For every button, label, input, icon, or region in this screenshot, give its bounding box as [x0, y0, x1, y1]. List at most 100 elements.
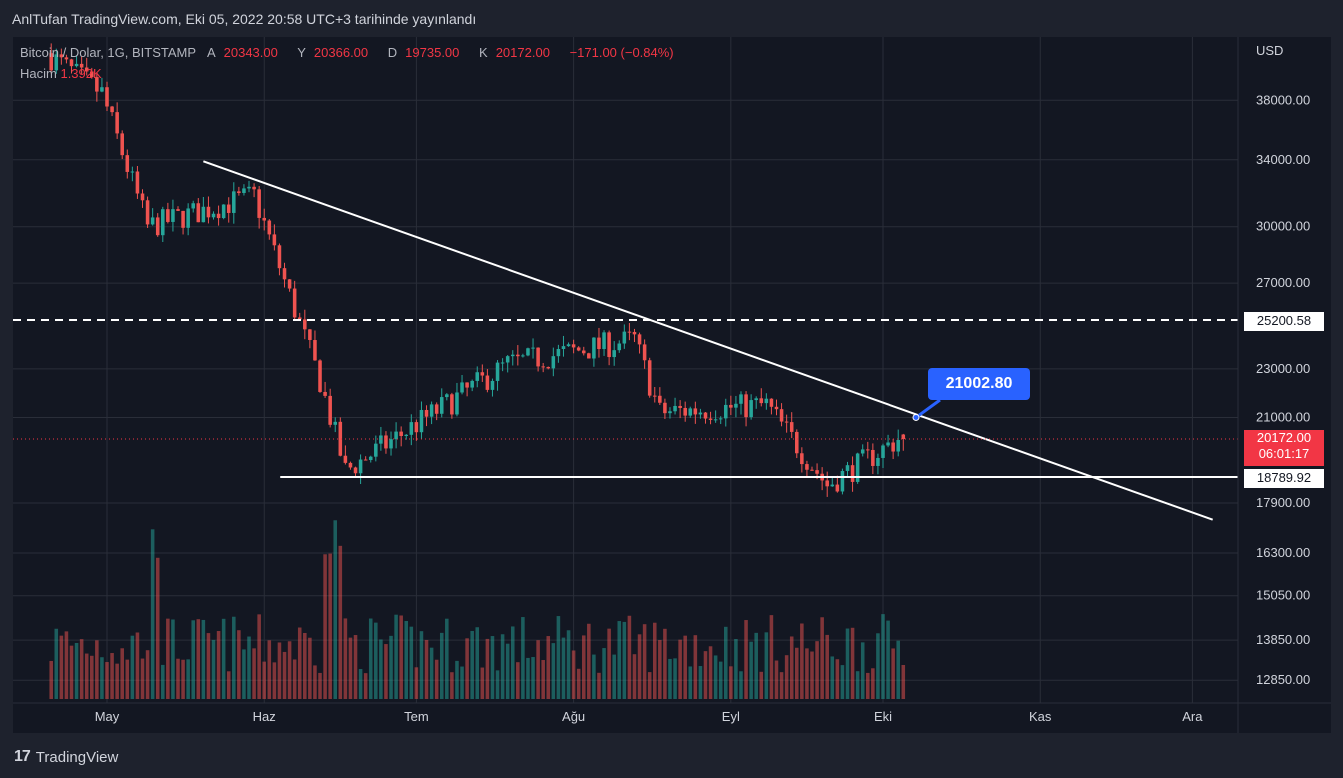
- volume-bar: [237, 630, 241, 699]
- legend-close-label: K: [479, 45, 488, 60]
- currency-label[interactable]: USD: [1256, 43, 1284, 58]
- time-tick-label: Kas: [1029, 709, 1052, 724]
- candle-body: [166, 209, 170, 222]
- legend-symbol[interactable]: Bitcoin / Dolar, 1G, BITSTAMP: [20, 45, 197, 60]
- volume-bar: [485, 638, 490, 699]
- volume-bar: [404, 620, 409, 699]
- candle-body: [759, 398, 764, 404]
- volume-bar: [749, 641, 753, 699]
- volume-bar: [95, 640, 99, 699]
- volume-bar: [297, 627, 302, 699]
- resistance-price-tag: 25200.58: [1244, 312, 1324, 331]
- candle-body: [627, 331, 632, 333]
- candle-body: [779, 409, 784, 422]
- volume-bar: [313, 665, 317, 699]
- candle-body: [186, 208, 190, 228]
- candle-body: [764, 398, 769, 404]
- volume-bar: [607, 628, 611, 699]
- price-axis: 38000.00 34000.00 30000.00 27000.00 23000.00…: [1237, 37, 1310, 733]
- candle-body: [252, 186, 256, 190]
- candle-body: [125, 155, 130, 172]
- price-tick-label: 38000.00: [1256, 92, 1310, 107]
- volume-legend: Hacim 1.392K: [20, 66, 102, 81]
- volume-bar: [384, 644, 388, 699]
- volume-bar: [100, 657, 104, 699]
- volume-bar: [784, 655, 789, 699]
- candle-body: [120, 133, 124, 156]
- candle-body: [860, 449, 865, 454]
- candle-body: [901, 434, 906, 440]
- volume-bar: [338, 545, 343, 699]
- volume-bar: [632, 654, 637, 699]
- candle-body: [64, 57, 69, 60]
- candle-body: [739, 394, 743, 404]
- volume-bar: [663, 628, 667, 699]
- time-tick-label: Ara: [1182, 709, 1203, 724]
- legend-open-label: A: [206, 45, 216, 60]
- volume-bar: [744, 620, 748, 699]
- candle-body: [155, 217, 160, 236]
- candle-body: [871, 449, 875, 466]
- candle-body: [795, 431, 799, 454]
- candle-body: [617, 343, 622, 351]
- candle-body: [698, 412, 703, 415]
- volume-bar: [287, 641, 292, 699]
- candle-body: [49, 53, 53, 71]
- candle-body: [69, 59, 74, 67]
- volume-bar: [90, 655, 94, 699]
- candle-body: [399, 431, 403, 436]
- candle-body: [561, 346, 566, 349]
- volume-bar: [896, 640, 900, 699]
- candle-body: [500, 362, 505, 364]
- price-callout[interactable]: 21002.80: [928, 368, 1030, 400]
- volume-bar: [414, 667, 419, 699]
- candle-body: [663, 402, 667, 414]
- volume-bar: [510, 626, 515, 699]
- candle-body: [171, 209, 175, 222]
- candle-body: [896, 440, 900, 452]
- volume-bar: [323, 554, 327, 699]
- volume-bar: [150, 529, 155, 699]
- candle-body: [333, 421, 338, 425]
- volume-bar: [652, 622, 657, 699]
- candle-body: [805, 464, 809, 470]
- volume-bar: [688, 666, 693, 699]
- price-tick-label: 15050.00: [1256, 588, 1310, 603]
- volume-bar: [267, 640, 272, 699]
- volume-series: [49, 520, 906, 699]
- candle-body: [866, 449, 870, 451]
- candle-body: [632, 331, 637, 335]
- volume-bar: [581, 635, 586, 699]
- volume-bar: [292, 659, 297, 699]
- volume-bar: [368, 618, 373, 699]
- candle-body: [262, 217, 267, 221]
- last-price-tag: 20172.00 06:01:17: [1244, 430, 1324, 466]
- candle-body: [323, 391, 327, 396]
- volume-bar: [110, 653, 114, 699]
- candle-body: [830, 484, 835, 487]
- volume-bar: [795, 647, 799, 699]
- candle-body: [379, 435, 383, 444]
- volume-bar: [566, 630, 571, 699]
- volume-bar: [571, 650, 576, 699]
- volume-bar: [825, 634, 829, 699]
- candle-body: [855, 453, 860, 482]
- candle-series: [49, 43, 906, 497]
- candle-body: [744, 394, 748, 418]
- volume-bar: [201, 619, 206, 699]
- volume-bar: [693, 635, 698, 699]
- candle-body: [206, 206, 211, 218]
- candle-body: [541, 366, 545, 368]
- candle-body: [429, 404, 434, 417]
- volume-bar: [353, 635, 358, 699]
- volume-bar: [125, 659, 130, 699]
- volume-bar: [171, 619, 175, 699]
- candle-body: [607, 332, 611, 358]
- candle-body: [840, 470, 845, 492]
- volume-bar: [216, 631, 221, 699]
- tradingview-logo[interactable]: 17 TradingView: [14, 748, 118, 766]
- trend-line: [203, 160, 1214, 521]
- candle-body: [505, 356, 510, 363]
- volume-bar: [779, 672, 784, 699]
